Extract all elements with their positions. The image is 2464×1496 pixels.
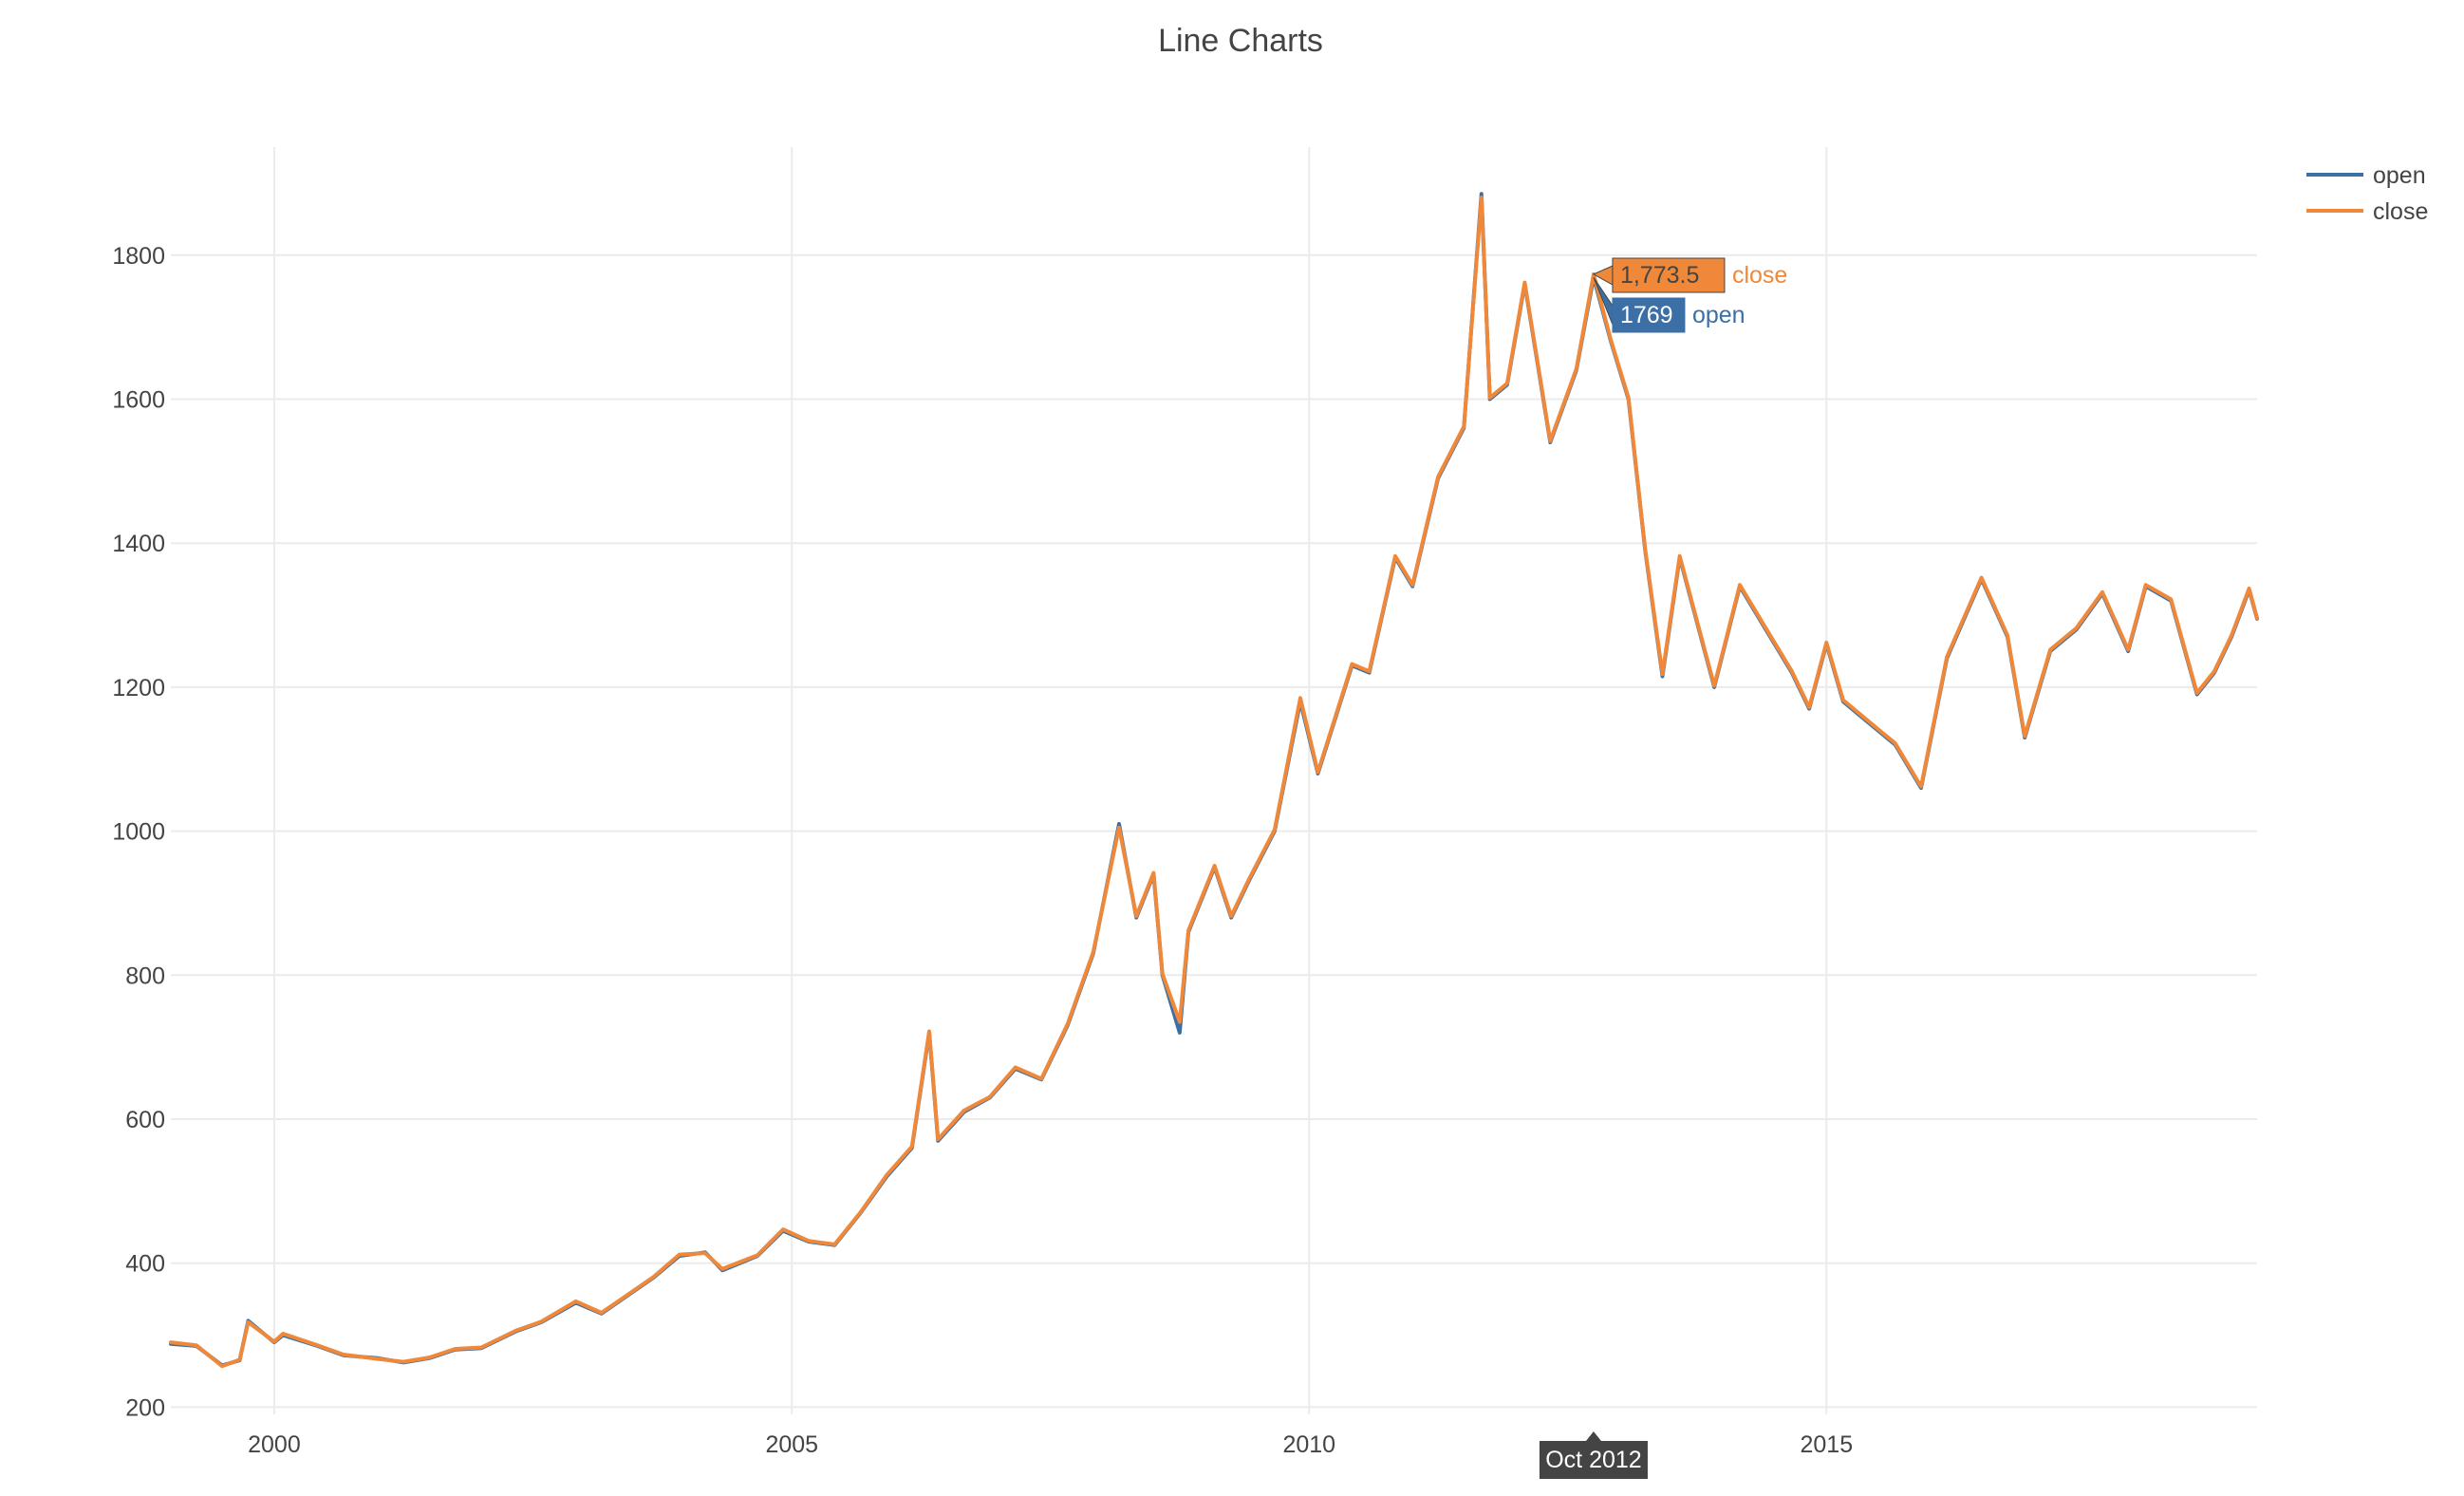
hover-x-text: Oct 2012 (1545, 1447, 1641, 1473)
hover-label-open: 1769 open (1593, 277, 1745, 333)
chart-title: Line Charts (1158, 23, 1323, 59)
x-axis: 2000 2005 2010 2015 (248, 1431, 1853, 1458)
x-tick-label: 2000 (248, 1431, 301, 1458)
legend-item-open[interactable]: open (2306, 162, 2426, 189)
chart-grid (171, 147, 2257, 1414)
y-axis: 200 400 600 800 1000 1200 1400 1600 1800 (112, 243, 165, 1422)
x-tick-label: 2005 (765, 1431, 818, 1458)
hover-label-close: 1,773.5 close (1592, 257, 1787, 293)
series-line-open[interactable] (169, 192, 2259, 1368)
y-tick-label: 1000 (112, 819, 165, 846)
legend-label: close (2373, 198, 2428, 225)
hover-label-box (1539, 1441, 1648, 1479)
legend-item-close[interactable]: close (2306, 198, 2428, 225)
y-tick-label: 1800 (112, 243, 165, 270)
legend[interactable]: open close (2306, 162, 2428, 225)
y-tick-label: 1200 (112, 675, 165, 701)
hover-value-text: 1,773.5 (1620, 262, 1699, 289)
legend-label: open (2373, 162, 2426, 189)
y-tick-label: 200 (125, 1394, 165, 1421)
hover-label-box (1612, 257, 1726, 293)
x-hover-label: Oct 2012 (1539, 1431, 1648, 1479)
series-line-close[interactable] (169, 196, 2259, 1369)
plot-area[interactable] (169, 192, 2259, 1369)
y-tick-label: 1400 (112, 531, 165, 557)
x-tick-label: 2010 (1282, 1431, 1335, 1458)
y-tick-label: 600 (125, 1107, 165, 1133)
hover-value-text: 1769 (1620, 302, 1673, 328)
hover-series-name: close (1732, 262, 1787, 289)
hover-series-name: open (1692, 302, 1745, 328)
y-tick-label: 400 (125, 1251, 165, 1278)
hover-tooltips: Oct 2012 1,773.5 close 1769 open (1539, 257, 1787, 1479)
hover-label-box (1612, 297, 1686, 333)
y-tick-label: 1600 (112, 386, 165, 413)
hover-pointer (1585, 1431, 1601, 1441)
y-tick-label: 800 (125, 963, 165, 989)
x-tick-label: 2015 (1800, 1431, 1853, 1458)
